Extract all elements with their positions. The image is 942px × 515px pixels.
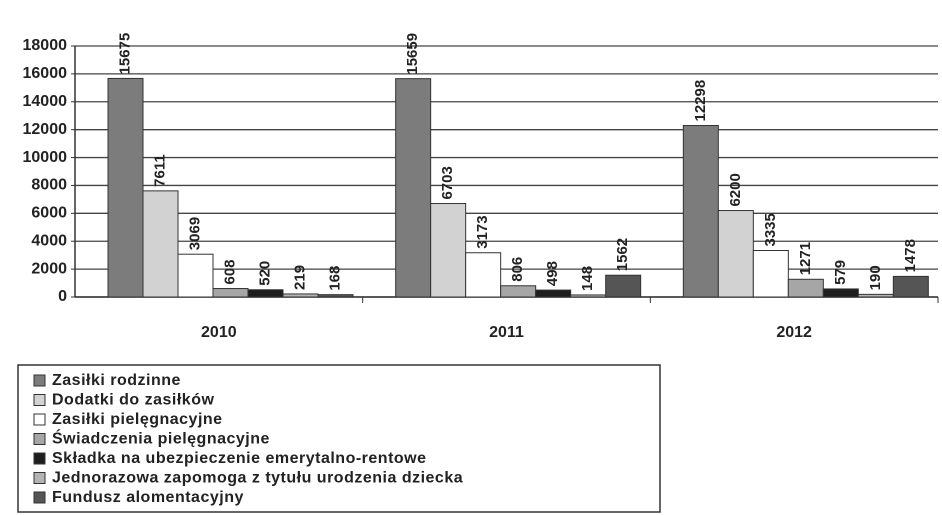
bar [535, 289, 572, 298]
value-label: 190 [867, 265, 884, 290]
y-tick-label: 12000 [23, 121, 68, 138]
bar [605, 274, 642, 298]
value-label: 498 [544, 261, 561, 286]
y-tick-label: 0 [58, 288, 67, 305]
legend-box [17, 364, 661, 513]
bar [395, 78, 432, 298]
legend-swatch [33, 433, 46, 445]
y-tick-label: 4000 [31, 232, 67, 249]
value-label: 15659 [404, 33, 421, 75]
value-label: 1562 [614, 238, 631, 271]
value-label: 608 [221, 259, 238, 284]
x-tick-label: 2012 [776, 324, 812, 341]
value-label: 1271 [797, 242, 814, 275]
y-tick-label: 8000 [31, 177, 67, 194]
y-tick-label: 18000 [23, 37, 68, 54]
value-label: 3173 [474, 215, 491, 248]
bar [465, 252, 502, 298]
legend-label: Świadczenia pielęgnacyjne [52, 429, 270, 448]
legend-swatch [33, 472, 46, 484]
value-label: 1478 [902, 239, 919, 272]
legend-swatch [33, 394, 46, 406]
legend-label: Składka na ubezpieczenie emerytalno-rent… [52, 450, 427, 467]
value-label: 3069 [186, 217, 203, 250]
value-label: 520 [256, 261, 273, 286]
x-tick-label: 2011 [489, 324, 524, 341]
value-label: 3335 [762, 213, 779, 246]
y-tick-label: 14000 [23, 93, 68, 110]
y-tick-label: 2000 [31, 260, 67, 277]
bar [212, 288, 249, 298]
y-tick-label: 6000 [31, 205, 67, 222]
bar [682, 125, 719, 298]
bar [717, 210, 754, 298]
bar [500, 285, 537, 298]
value-label: 579 [832, 260, 849, 285]
value-label: 7611 [151, 154, 168, 187]
bar [142, 190, 179, 298]
bar [570, 294, 607, 298]
bar [107, 77, 144, 298]
bar [177, 253, 214, 298]
bar [822, 288, 859, 298]
bar [892, 275, 929, 298]
legend-label: Fundusz alomentacyjny [52, 489, 244, 506]
value-label: 15675 [116, 33, 133, 75]
value-label: 168 [326, 266, 343, 291]
legend-label: Jednorazowa zapomoga z tytułu urodzenia … [52, 470, 463, 487]
legend-swatch [33, 491, 46, 504]
value-label: 219 [291, 265, 308, 290]
value-label: 806 [509, 257, 526, 282]
legend-label: Dodatki do zasiłków [52, 392, 214, 409]
y-tick-label: 10000 [23, 149, 68, 166]
bar [282, 293, 319, 298]
bar [430, 203, 467, 298]
legend-swatch [33, 413, 46, 426]
y-tick-label: 16000 [23, 65, 68, 82]
value-label: 148 [579, 266, 596, 291]
bar [787, 278, 824, 298]
bar [752, 249, 789, 298]
value-label: 6703 [439, 166, 456, 199]
value-label: 12298 [692, 80, 709, 122]
legend-label: Zasiłki rodzinne [52, 372, 181, 389]
legend-swatch [33, 452, 46, 465]
legend-swatch [33, 374, 46, 387]
bar [317, 294, 354, 298]
value-label: 6200 [727, 173, 744, 206]
legend-label: Zasiłki pielęgnacyjne [52, 411, 223, 428]
x-tick-label: 2010 [201, 324, 237, 341]
bar [857, 293, 894, 298]
bar [247, 289, 284, 298]
